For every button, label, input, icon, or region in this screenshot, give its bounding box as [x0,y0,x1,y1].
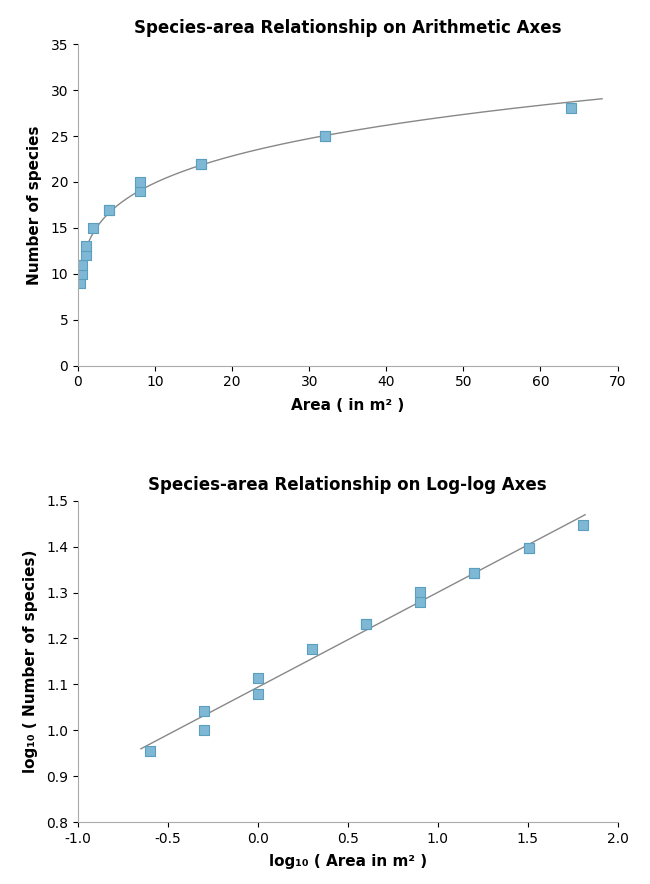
Point [196,156,207,171]
Point [523,540,534,554]
Point [198,723,209,737]
Point [198,705,209,719]
X-axis label: log₁₀ ( Area in m² ): log₁₀ ( Area in m² ) [268,854,427,869]
Point [81,240,91,254]
Point [361,617,371,631]
Point [361,617,371,631]
Title: Species-area Relationship on Arithmetic Axes: Species-area Relationship on Arithmetic … [134,19,562,37]
Point [319,129,330,143]
Point [81,248,91,263]
Point [469,566,480,580]
Point [75,276,85,290]
Point [415,585,426,599]
Point [77,257,87,271]
Point [144,744,155,758]
Point [523,540,534,554]
Point [103,202,114,217]
Point [469,566,480,580]
Y-axis label: log₁₀ ( Number of species): log₁₀ ( Number of species) [23,550,38,774]
Point [196,156,207,171]
Point [307,643,317,657]
Point [103,202,114,217]
Title: Species-area Relationship on Log-log Axes: Species-area Relationship on Log-log Axe… [148,476,547,493]
Point [319,129,330,143]
Point [253,671,263,685]
Point [415,595,426,609]
Y-axis label: Number of species: Number of species [27,126,42,285]
Point [135,184,145,198]
Point [77,267,87,281]
Point [135,175,145,189]
Point [253,687,263,701]
Point [88,221,99,235]
Point [577,518,588,532]
Point [566,102,577,116]
X-axis label: Area ( in m² ): Area ( in m² ) [291,398,404,413]
